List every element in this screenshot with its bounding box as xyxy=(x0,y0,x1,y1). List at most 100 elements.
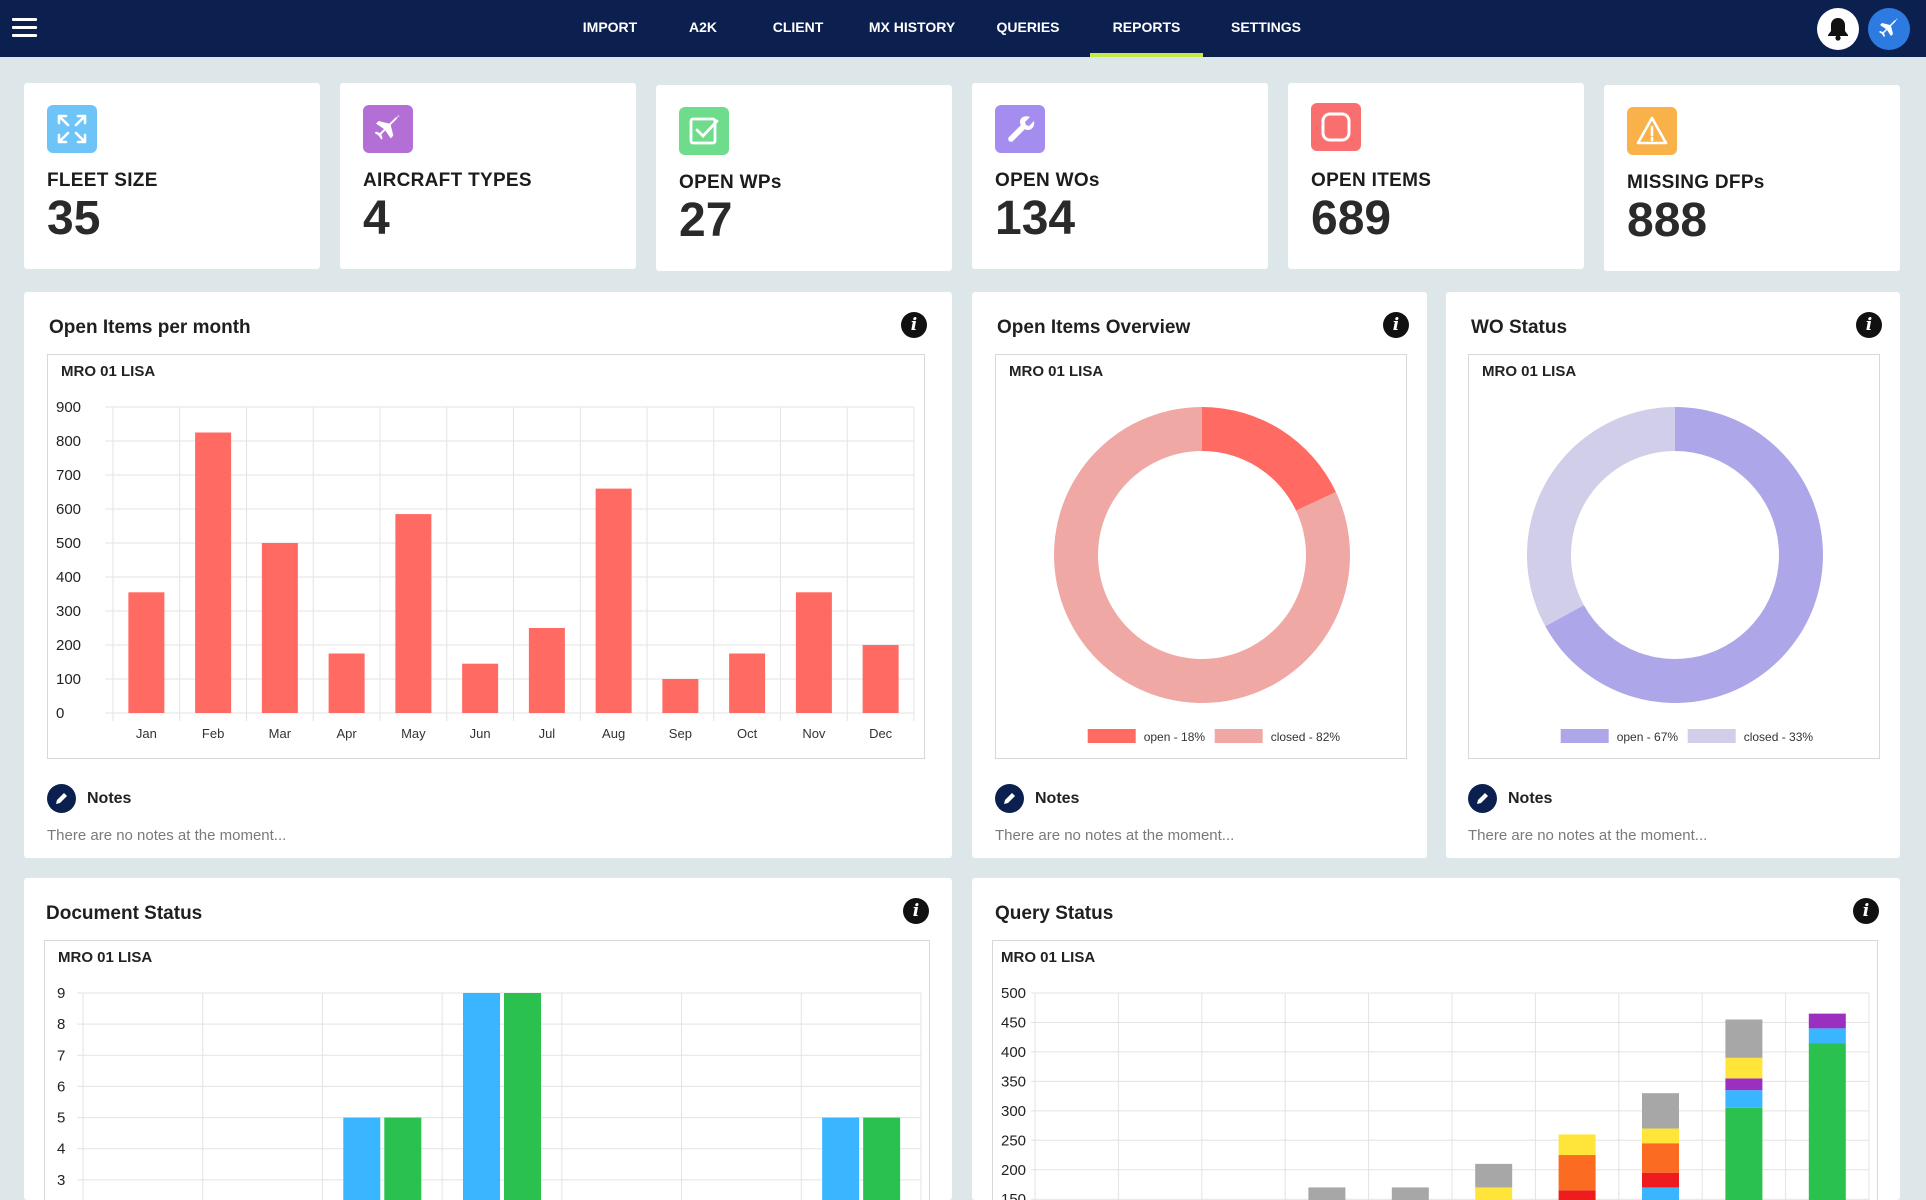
y-tick-label: 9 xyxy=(57,985,65,1002)
chart-subtitle: MRO 01 LISA xyxy=(61,363,156,380)
document-status-chart: 3 4 5 6 7 8 9 xyxy=(57,985,922,1200)
wo-status-donut-chart: open - 67% closed - 33% xyxy=(1527,407,1823,744)
stacked-bar-segment xyxy=(1725,1057,1763,1079)
y-tick-label: 7 xyxy=(57,1047,65,1064)
query-status-stacked-chart: 150 200 250 300 350 400 450 500 xyxy=(1001,985,1870,1200)
y-tick-label: 4 xyxy=(57,1141,65,1158)
nav-queries[interactable]: QUERIES xyxy=(996,19,1060,35)
notes-label: Notes xyxy=(1035,790,1080,807)
stacked-bar-segment xyxy=(1642,1143,1679,1173)
stacked-bar-segment xyxy=(1725,1078,1763,1091)
legend-swatch xyxy=(1214,729,1263,743)
edit-notes-pencil-icon[interactable] xyxy=(995,784,1024,813)
warning-icon xyxy=(1627,107,1677,155)
stat-card-fleet-size[interactable]: FLEET SIZE 35 xyxy=(24,83,320,269)
y-tick-label: 500 xyxy=(56,535,81,552)
stacked-bar-segment xyxy=(1725,1107,1763,1200)
widget-wo-status: WO Status i MRO 01 LISA open - 67% closed… xyxy=(1446,292,1900,858)
y-tick-label: 150 xyxy=(1001,1191,1026,1200)
donut-slice-open xyxy=(1545,407,1823,703)
y-tick-label: 700 xyxy=(56,467,81,484)
stacked-bar-segment xyxy=(1475,1187,1513,1200)
x-tick-label: Sep xyxy=(669,726,692,741)
rounded-square-icon xyxy=(1311,103,1361,151)
stat-value: 27 xyxy=(679,194,733,247)
stat-card-open-items[interactable]: OPEN ITEMS 689 xyxy=(1288,83,1584,269)
bar-dec xyxy=(862,645,899,713)
notifications-bell-icon[interactable] xyxy=(1817,8,1859,50)
y-tick-label: 800 xyxy=(56,433,81,450)
legend-label: closed - 82% xyxy=(1271,730,1341,744)
nav-client[interactable]: CLIENT xyxy=(772,19,824,35)
stat-card-aircraft-types[interactable]: AIRCRAFT TYPES 4 xyxy=(340,83,636,269)
stat-label: AIRCRAFT TYPES xyxy=(363,170,532,191)
y-tick-label: 200 xyxy=(1001,1162,1026,1179)
widget-open-items-overview: Open Items Overview i MRO 01 LISA open -… xyxy=(972,292,1427,858)
stacked-bar-segment xyxy=(1475,1163,1513,1188)
donut-slice-closed xyxy=(1054,407,1350,703)
y-tick-label: 200 xyxy=(56,637,81,654)
stacked-bar-segment xyxy=(1391,1187,1429,1200)
info-icon[interactable]: i xyxy=(1856,312,1882,338)
stacked-bar-segment xyxy=(1808,1013,1846,1029)
nav-reports[interactable]: REPORTS xyxy=(1090,0,1203,57)
edit-notes-pencil-icon[interactable] xyxy=(47,784,76,813)
x-tick-label: Mar xyxy=(269,726,292,741)
chart-subtitle: MRO 01 LISA xyxy=(58,949,153,966)
widget-title: Document Status xyxy=(46,903,203,924)
y-tick-label: 300 xyxy=(1001,1103,1026,1120)
stat-card-open-wos[interactable]: OPEN WOs 134 xyxy=(972,83,1268,269)
y-tick-label: 300 xyxy=(56,603,81,620)
expand-arrows-icon xyxy=(47,105,97,153)
y-tick-label: 500 xyxy=(1001,985,1026,1002)
notes-empty-text: There are no notes at the moment... xyxy=(995,827,1235,844)
notes-label: Notes xyxy=(87,790,132,807)
open-items-per-month-chart: 0 100 200 300 400 500 600 700 800 900 Jan Feb Mar Apr… xyxy=(56,399,915,741)
stat-value: 689 xyxy=(1311,192,1392,245)
bar-series-2 xyxy=(384,1117,422,1200)
nav-import[interactable]: IMPORT xyxy=(582,19,638,35)
top-navigation-bar: IMPORT A2K CLIENT MX HISTORY QUERIES REP… xyxy=(0,0,1926,57)
stat-label: OPEN ITEMS xyxy=(1311,170,1432,191)
x-tick-label: Jul xyxy=(539,726,556,741)
y-tick-label: 400 xyxy=(56,569,81,586)
nav-settings[interactable]: SETTINGS xyxy=(1230,19,1301,35)
stacked-bar-segment xyxy=(1558,1190,1596,1200)
stat-value: 888 xyxy=(1627,194,1708,247)
stat-value: 134 xyxy=(995,192,1076,245)
bar-may xyxy=(395,514,432,713)
stat-label: MISSING DFPs xyxy=(1627,172,1765,193)
stacked-bar-segment xyxy=(1725,1090,1763,1108)
x-tick-label: Dec xyxy=(869,726,893,741)
y-tick-label: 450 xyxy=(1001,1014,1026,1031)
chart-frame: MRO 01 LISA 3 4 5 6 7 8 9 xyxy=(44,940,930,1200)
y-tick-label: 400 xyxy=(1001,1044,1026,1061)
nav-a2k[interactable]: A2K xyxy=(688,19,717,35)
user-avatar-airplane-icon[interactable] xyxy=(1868,8,1910,50)
nav-mx-history[interactable]: MX HISTORY xyxy=(868,19,956,35)
stacked-bar-segment xyxy=(1725,1019,1763,1058)
info-icon[interactable]: i xyxy=(903,898,929,924)
stacked-bar-segment xyxy=(1808,1028,1846,1044)
edit-notes-pencil-icon[interactable] xyxy=(1468,784,1497,813)
stat-card-missing-dfps[interactable]: MISSING DFPs 888 xyxy=(1604,85,1900,271)
x-tick-label: May xyxy=(401,726,426,741)
legend-label: open - 18% xyxy=(1144,730,1206,744)
stat-card-open-wps[interactable]: OPEN WPs 27 xyxy=(656,85,952,271)
bar-series-1 xyxy=(343,1117,381,1200)
widget-title: Open Items Overview xyxy=(997,317,1191,338)
stat-value: 4 xyxy=(363,192,390,245)
chart-subtitle: MRO 01 LISA xyxy=(1009,363,1104,380)
hamburger-menu-icon[interactable] xyxy=(12,18,37,38)
notes-row: Notes xyxy=(47,784,347,814)
bar-feb xyxy=(195,432,232,713)
x-tick-label: Jan xyxy=(136,726,157,741)
stacked-bar-segment xyxy=(1558,1134,1596,1156)
widget-query-status: Query Status i MRO 01 LISA 150 200 250 300 3… xyxy=(972,878,1900,1200)
notes-row: Notes xyxy=(995,784,1295,814)
info-icon[interactable]: i xyxy=(1383,312,1409,338)
legend-swatch xyxy=(1560,729,1609,743)
bar-series-2 xyxy=(504,993,541,1200)
info-icon[interactable]: i xyxy=(1853,898,1879,924)
info-icon[interactable]: i xyxy=(901,312,927,338)
